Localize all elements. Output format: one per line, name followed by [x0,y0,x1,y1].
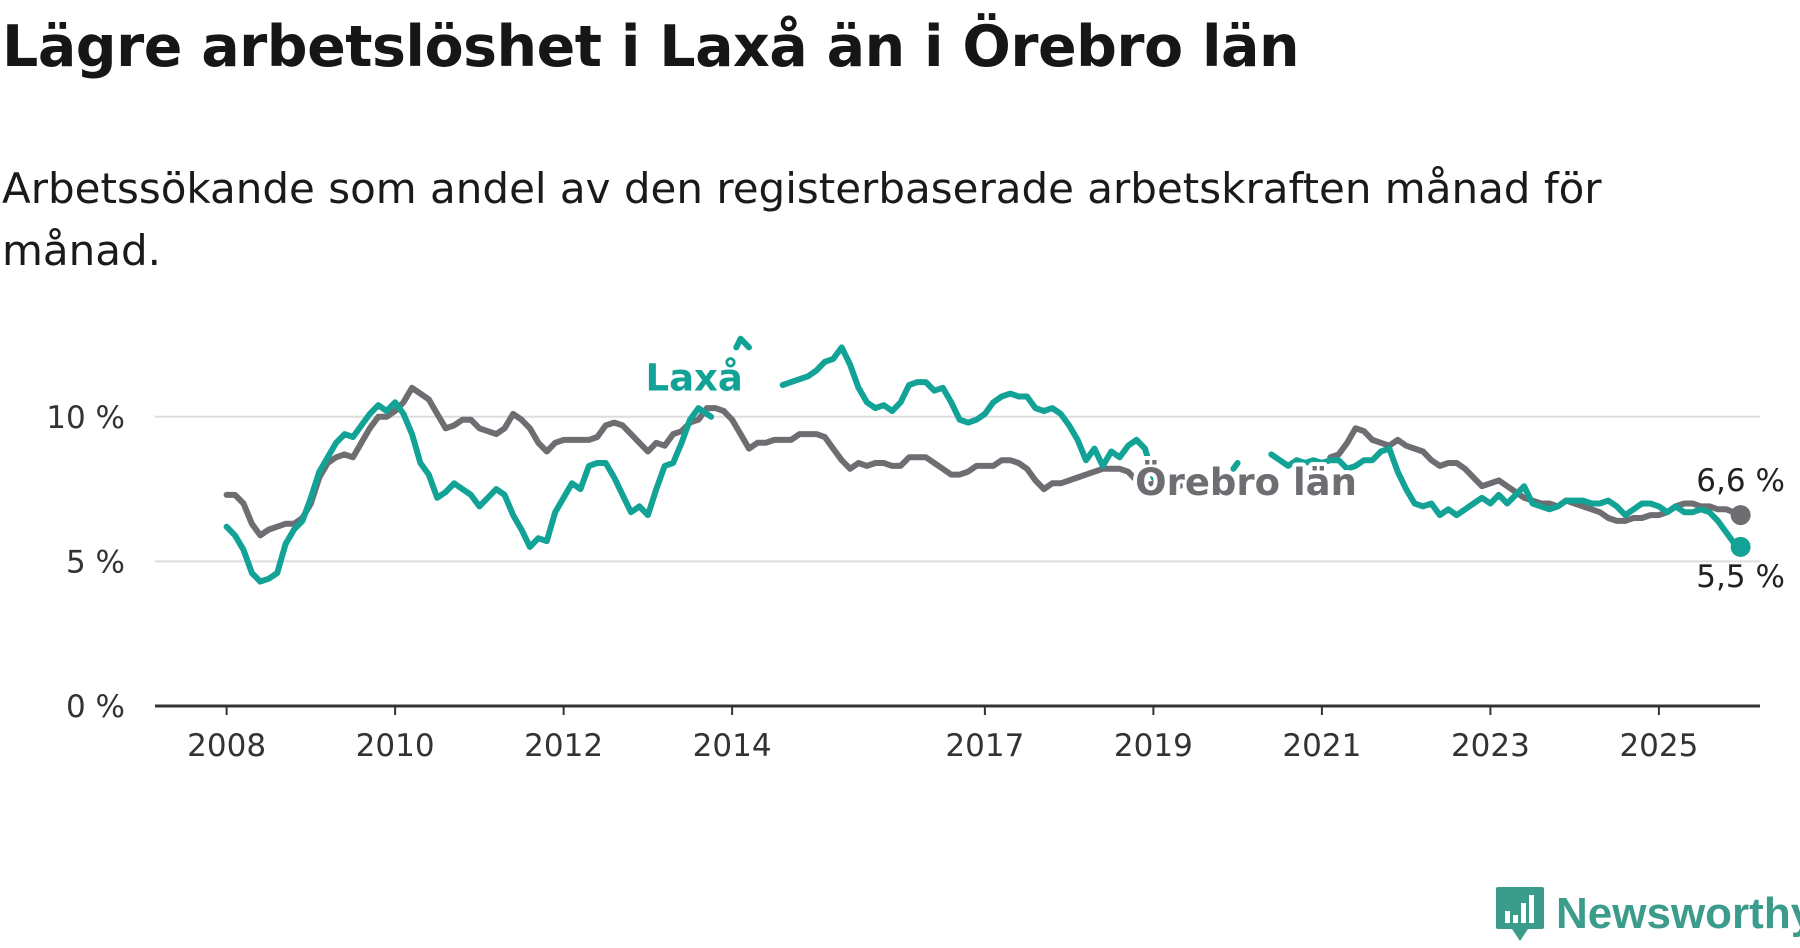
end-point-laxa [1730,536,1751,557]
series-name-label: Örebro län [1135,460,1357,504]
y-axis: 0 % 5 % 10 % [46,400,125,725]
brand-logo: Newsworthy [1494,885,1800,943]
end-point-orebro-lan [1730,505,1751,526]
x-tick-label: 2019 [1114,728,1193,764]
y-tick-label: 10 % [46,400,125,436]
end-value-label: 6,6 % [1696,463,1785,499]
newsworthy-logo-icon [1496,887,1544,941]
x-tick-label: 2014 [693,728,772,764]
end-value-label: 5,5 % [1696,559,1785,595]
series-name-label: Laxå [646,357,743,400]
x-tick-label: 2025 [1619,728,1698,764]
y-tick-label: 5 % [66,544,125,580]
x-tick-label: 2008 [187,728,266,764]
x-tick-label: 2021 [1282,728,1361,764]
x-tick-label: 2012 [524,728,603,764]
x-axis: 2008 2010 2012 2014 2017 2019 2021 2023 2025 [155,704,1760,764]
series-line-orebro-lan [223,384,1744,539]
series-labels: 5,5 % 6,6 % Laxå Örebro län [642,353,1785,595]
series-lines [223,335,1751,585]
chart-title: Lägre arbetslöshet i Laxå än i Örebro lä… [2,14,1300,80]
x-tick-label: 2010 [356,728,435,764]
brand-name: Newsworthy [1556,889,1800,938]
x-tick-label: 2023 [1451,728,1530,764]
series-line-laxa [223,335,1744,585]
y-tick-label: 0 % [66,689,125,725]
chart-subtitle: Arbetssökande som andel av den registerb… [2,164,1602,275]
x-tick-label: 2017 [945,728,1024,764]
